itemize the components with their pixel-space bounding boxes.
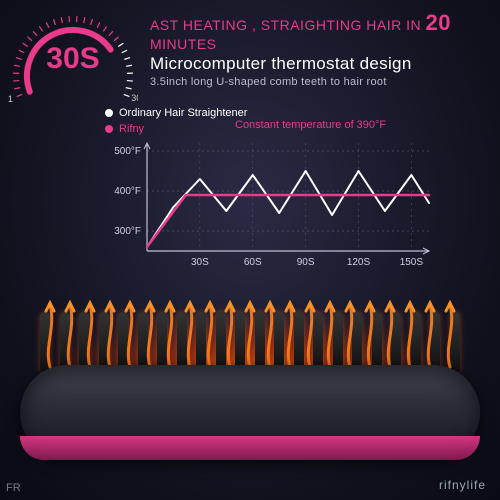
comb-tooth [255, 312, 265, 372]
heat-speed-gauge: 130s 30S [8, 14, 138, 104]
headline-block: AST HEATING , STRAIGHTING HAIR IN 20 MIN… [150, 10, 490, 88]
headline-line3: 3.5inch long U-shaped comb teeth to hair… [150, 76, 490, 88]
headline-line1-big: 20 [426, 10, 451, 35]
comb-tooth [235, 312, 245, 372]
comb-teeth-row [40, 302, 460, 372]
svg-text:150S: 150S [400, 257, 424, 268]
comb-tooth [294, 312, 304, 372]
chart-legend: Ordinary Hair Straightener Rifny [105, 105, 247, 137]
comb-tooth [391, 312, 401, 372]
comb-tooth [430, 312, 440, 372]
svg-text:120S: 120S [347, 257, 371, 268]
svg-text:90S: 90S [297, 257, 315, 268]
comb-tooth [411, 312, 421, 372]
comb-tooth [157, 312, 167, 372]
legend-label-ordinary: Ordinary Hair Straightener [119, 107, 247, 119]
svg-text:30S: 30S [191, 257, 209, 268]
language-tag: FR [6, 482, 21, 494]
headline-line2: Microcomputer thermostat design [150, 54, 490, 74]
headline-line1-suffix: MINUTES [150, 36, 217, 52]
comb-tooth [372, 312, 382, 372]
legend-row: Rifny [105, 121, 247, 137]
temperature-chart: Ordinary Hair Straightener Rifny Constan… [105, 105, 435, 275]
legend-dot-ordinary [105, 109, 113, 117]
gauge-center-label: 30S [8, 14, 138, 104]
comb-tooth [313, 312, 323, 372]
chart-svg: 300°F 400°F 500°F 30S 60S 90S 120S 150S [105, 139, 435, 269]
svg-text:500°F: 500°F [114, 146, 141, 157]
comb-tooth [333, 312, 343, 372]
comb-tooth [118, 312, 128, 372]
brand-footer: rifnylife [439, 478, 486, 492]
comb-tooth [196, 312, 206, 372]
infographic-root: 130s 30S AST HEATING , STRAIGHTING HAIR … [0, 0, 500, 500]
legend-row: Ordinary Hair Straightener [105, 105, 247, 121]
comb-tooth [60, 312, 70, 372]
comb-tooth [274, 312, 284, 372]
product-render [0, 290, 500, 500]
headline-line1-prefix: AST HEATING , STRAIGHTING HAIR IN [150, 17, 426, 33]
headline-line1: AST HEATING , STRAIGHTING HAIR IN 20 MIN… [150, 10, 490, 52]
svg-text:300°F: 300°F [114, 226, 141, 237]
comb-tooth [450, 312, 460, 372]
svg-text:60S: 60S [244, 257, 262, 268]
legend-dot-rifny [105, 125, 113, 133]
legend-label-rifny: Rifny [119, 123, 144, 135]
comb-tooth [177, 312, 187, 372]
comb-tooth [99, 312, 109, 372]
comb-tooth [79, 312, 89, 372]
comb-tooth [138, 312, 148, 372]
comb-tooth [352, 312, 362, 372]
comb-tooth [40, 312, 50, 372]
svg-text:400°F: 400°F [114, 186, 141, 197]
comb-tooth [216, 312, 226, 372]
chart-caption: Constant temperature of 390°F [235, 119, 386, 131]
brush-accent-strip [20, 436, 480, 460]
